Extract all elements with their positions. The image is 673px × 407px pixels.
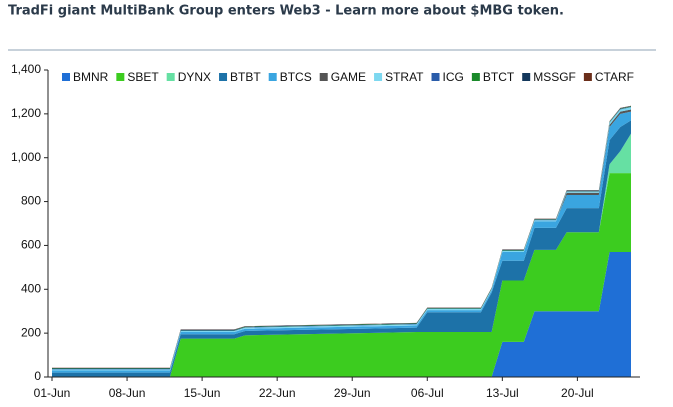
x-tick-label: 13-Jul <box>486 386 519 400</box>
x-tick-label: 22-Jun <box>259 386 296 400</box>
legend-label: BMNR <box>73 70 109 84</box>
legend-swatch <box>166 73 175 81</box>
y-tick-label: 200 <box>21 325 41 339</box>
legend-label: ICG <box>443 70 464 84</box>
x-tick-label: 01-Jun <box>34 386 71 400</box>
legend-swatch <box>319 73 328 81</box>
x-tick-label: 29-Jun <box>334 386 371 400</box>
legend-label: BTBT <box>230 70 261 84</box>
legend-swatch <box>62 73 70 81</box>
legend-swatch <box>116 73 125 81</box>
y-tick-label: 1,200 <box>11 106 41 120</box>
x-tick-label: 06-Jul <box>411 386 444 400</box>
chart: 0 200 400 600 800 1,000 1,200 1,400 01-Jun 08-Jun… <box>11 62 640 400</box>
legend-label: SBET <box>127 70 159 84</box>
area <box>52 252 631 377</box>
legend-swatch <box>374 73 383 81</box>
legend-label: MSSGF <box>533 70 576 84</box>
legend-label: STRAT <box>385 70 424 84</box>
y-tick-label: 600 <box>21 238 41 252</box>
area <box>52 173 631 377</box>
legend-swatch <box>268 73 277 81</box>
legend-label: CTARF <box>595 70 634 84</box>
legend-label: BTCT <box>483 70 515 84</box>
y-tick-label: 1,000 <box>11 150 41 164</box>
area <box>52 120 631 377</box>
legend-swatch <box>471 73 480 81</box>
legend-swatch <box>583 73 592 81</box>
legend-swatch <box>431 73 440 81</box>
legend-label: BTCS <box>280 70 312 84</box>
x-tick-label: 08-Jun <box>109 386 146 400</box>
y-tick-label: 400 <box>21 281 41 295</box>
y-tick-label: 800 <box>21 194 41 208</box>
y-tick-label: 0 <box>34 369 41 383</box>
x-tick-label: 15-Jun <box>184 386 221 400</box>
legend-swatch <box>522 73 531 81</box>
x-tick-label: 20-Jul <box>561 386 594 400</box>
legend-label: DYNX <box>178 70 211 84</box>
header-title: TradFi giant MultiBank Group enters Web3… <box>8 4 564 19</box>
legend-label: GAME <box>331 70 366 84</box>
legend-swatch <box>219 73 228 81</box>
y-tick-label: 1,400 <box>11 62 41 76</box>
